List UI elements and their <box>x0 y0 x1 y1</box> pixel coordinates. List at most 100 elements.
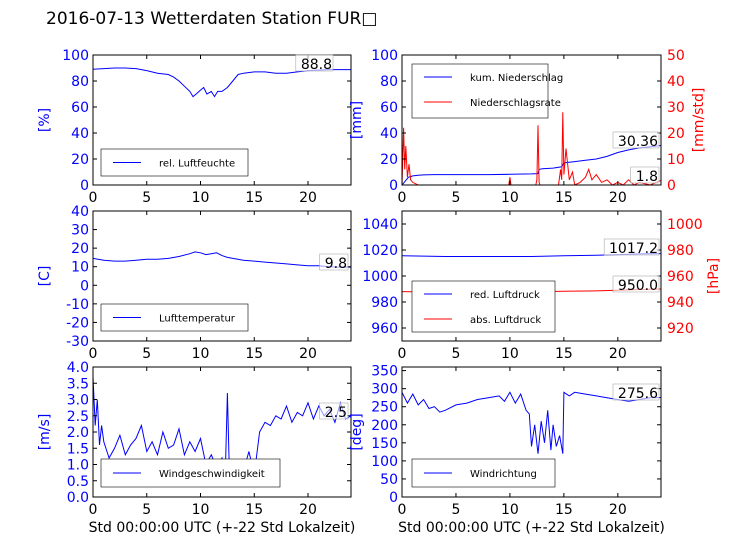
series-line-temperature-0 <box>93 251 351 268</box>
y-tick-label-wind_direction-2: 100 <box>371 454 398 470</box>
y-axis-label-precipitation: [mm] <box>349 101 365 139</box>
series-line-humidity-0 <box>93 67 351 98</box>
x-tick-label-pressure-3: 15 <box>555 346 573 362</box>
x-tick-label-wind_speed-1: 5 <box>142 502 151 518</box>
y-axis-label-temperature: [C] <box>37 266 53 287</box>
y-tick-label-wind_direction-4: 200 <box>371 418 398 434</box>
chart-panel-humidity: 0 5 10 15 20 0 20 40 60 80 100 [%] rel. Luftfeuchte 8… <box>37 48 352 206</box>
y-tick-label-temperature-1: -20 <box>66 315 89 331</box>
y-tick-label-temperature-3: 0 <box>80 278 89 294</box>
y-tick-label-temperature-4: 10 <box>71 260 89 276</box>
y-axis-label-wind_direction: [deg] <box>349 413 365 450</box>
y-tick-label-right-precipitation-2: 20 <box>667 126 685 142</box>
y-tick-label-humidity-4: 80 <box>71 74 89 90</box>
y-tick-label-wind_speed-6: 3.0 <box>67 393 89 409</box>
y-tick-label-wind_speed-8: 4.0 <box>67 360 89 376</box>
value-annotation-precipitation-0: 30.36 <box>618 134 658 150</box>
y-tick-label-temperature-2: -10 <box>66 297 89 313</box>
x-tick-label-pressure-4: 20 <box>609 346 627 362</box>
y-tick-label-temperature-5: 20 <box>71 241 89 257</box>
value-annotation-pressure-0: 1017.2 <box>609 241 658 257</box>
y-tick-label-right-pressure-4: 1000 <box>667 217 703 233</box>
x-tick-label-precipitation-1: 5 <box>451 190 460 206</box>
plot-frame-wind_direction <box>401 366 662 498</box>
x-axis-label-wind_direction: Std 00:00:00 UTC (+-22 Std Lokalzeit) <box>398 520 665 536</box>
chart-panel-temperature: 0 5 10 15 20 -30 -20 -10 0 10 20 30 40 [C] Lufttempera… <box>37 204 352 362</box>
x-tick-label-wind_direction-3: 15 <box>555 502 573 518</box>
x-tick-label-wind_speed-3: 15 <box>245 502 263 518</box>
legend-label-wind_direction-0: Windrichtung <box>470 469 537 480</box>
x-tick-label-humidity-0: 0 <box>89 190 98 206</box>
series-line-precipitation-1 <box>402 112 661 185</box>
value-annotation-box-pressure-1 <box>612 275 660 293</box>
y-tick-label-wind_speed-2: 1.0 <box>67 458 89 474</box>
x-tick-label-pressure-1: 5 <box>451 346 460 362</box>
y-tick-label-right-precipitation-0: 0 <box>667 178 676 194</box>
y-tick-label-pressure-0: 960 <box>371 321 398 337</box>
y-axis-label-right-precipitation: [mm/std] <box>691 88 707 153</box>
y-tick-label-wind_speed-1: 0.5 <box>67 474 89 490</box>
value-annotation-wind_speed-0: 2.5 <box>325 405 347 421</box>
y-tick-label-right-precipitation-4: 40 <box>667 74 685 90</box>
legend-label-humidity-0: rel. Luftfeuchte <box>159 159 235 170</box>
chart-panel-precipitation: 0 5 10 15 20 0 20 40 60 80 100 0 10 20 30 40 50 [mm] [mm/s… <box>349 48 707 206</box>
series-line-precipitation-0 <box>402 145 661 185</box>
legend-label-precipitation-0: kum. Niederschlag <box>470 73 563 84</box>
x-tick-label-temperature-1: 5 <box>142 346 151 362</box>
x-tick-label-humidity-3: 15 <box>245 190 263 206</box>
legend-label-pressure-1: abs. Luftdruck <box>470 315 541 326</box>
legend-label-precipitation-1: Niederschlagsrate <box>470 98 561 109</box>
y-tick-label-pressure-1: 980 <box>371 295 398 311</box>
y-tick-label-temperature-6: 30 <box>71 223 89 239</box>
x-tick-label-precipitation-0: 0 <box>398 190 407 206</box>
value-annotation-humidity-0: 88.8 <box>301 57 332 73</box>
chart-panel-pressure: 0 5 10 15 20 960 980 1000 1020 1040 920 940 960 980 10… <box>362 210 722 362</box>
y-tick-label-precipitation-2: 40 <box>380 126 398 142</box>
legend-box-pressure <box>411 280 556 333</box>
y-tick-label-wind_speed-3: 1.5 <box>67 441 89 457</box>
x-tick-label-temperature-4: 20 <box>299 346 317 362</box>
y-tick-label-right-pressure-2: 960 <box>667 269 694 285</box>
plot-frame-humidity <box>92 54 352 186</box>
x-tick-label-humidity-4: 20 <box>299 190 317 206</box>
y-tick-label-wind_direction-3: 150 <box>371 436 398 452</box>
y-tick-label-right-precipitation-5: 50 <box>667 48 685 64</box>
y-tick-label-humidity-1: 20 <box>71 152 89 168</box>
plot-frame-precipitation <box>401 54 662 186</box>
legend-label-pressure-0: red. Luftdruck <box>470 290 540 301</box>
y-tick-label-humidity-3: 60 <box>71 100 89 116</box>
value-annotation-box-precipitation-0 <box>612 131 660 149</box>
y-tick-label-pressure-3: 1020 <box>362 243 398 259</box>
x-tick-label-wind_direction-0: 0 <box>398 502 407 518</box>
x-tick-label-precipitation-4: 20 <box>609 190 627 206</box>
value-annotation-box-pressure-0 <box>603 238 660 256</box>
y-tick-label-humidity-0: 0 <box>80 178 89 194</box>
y-tick-label-wind_direction-1: 50 <box>380 472 398 488</box>
y-tick-label-precipitation-0: 0 <box>389 178 398 194</box>
value-annotation-box-humidity-0 <box>295 54 334 72</box>
value-annotation-wind_direction-0: 275.6 <box>618 386 658 402</box>
y-tick-label-right-pressure-0: 920 <box>667 321 694 337</box>
y-tick-label-temperature-7: 40 <box>71 204 89 220</box>
y-tick-label-right-precipitation-1: 10 <box>667 152 685 168</box>
y-tick-label-wind_direction-0: 0 <box>389 490 398 506</box>
x-tick-label-pressure-0: 0 <box>398 346 407 362</box>
y-tick-label-precipitation-5: 100 <box>371 48 398 64</box>
y-tick-label-wind_speed-5: 2.5 <box>67 409 89 425</box>
y-tick-label-humidity-5: 100 <box>62 48 89 64</box>
value-annotation-temperature-0: 9.8 <box>325 256 347 272</box>
figure-title: 2016-07-13 Wetterdaten Station FUR□ <box>46 9 378 29</box>
x-axis-label-wind_speed: Std 00:00:00 UTC (+-22 Std Lokalzeit) <box>89 520 356 536</box>
series-line-wind_direction-0 <box>402 391 661 454</box>
y-tick-label-temperature-0: -30 <box>66 334 89 350</box>
y-axis-label-humidity: [%] <box>37 108 53 132</box>
x-tick-label-wind_direction-1: 5 <box>451 502 460 518</box>
y-tick-label-right-pressure-3: 980 <box>667 243 694 259</box>
y-tick-label-right-precipitation-3: 30 <box>667 100 685 116</box>
x-tick-label-temperature-2: 10 <box>192 346 210 362</box>
y-tick-label-pressure-4: 1040 <box>362 217 398 233</box>
x-tick-label-precipitation-2: 10 <box>501 190 519 206</box>
y-tick-label-wind_speed-4: 2.0 <box>67 425 89 441</box>
